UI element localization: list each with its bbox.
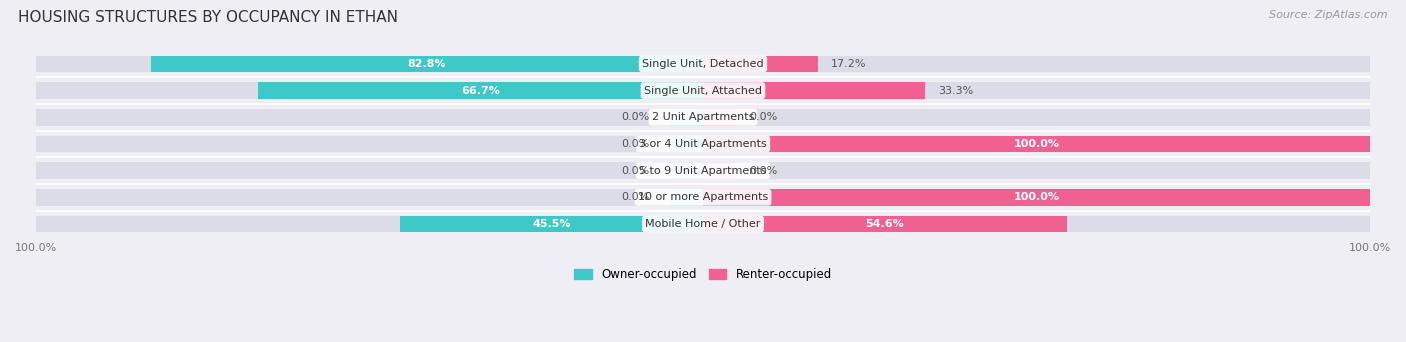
Bar (703, 56, 1369, 72)
Bar (37, 82, 703, 99)
Text: 82.8%: 82.8% (408, 59, 446, 69)
Bar (703, 216, 1369, 232)
Bar (703, 162, 1369, 179)
Bar (37, 136, 703, 152)
Legend: Owner-occupied, Renter-occupied: Owner-occupied, Renter-occupied (569, 263, 837, 286)
Bar (150, 56, 703, 72)
Bar (37, 109, 703, 126)
Text: 0.0%: 0.0% (621, 166, 650, 175)
Text: 3 or 4 Unit Apartments: 3 or 4 Unit Apartments (640, 139, 766, 149)
Text: 100.0%: 100.0% (1014, 139, 1060, 149)
Text: 0.0%: 0.0% (749, 166, 778, 175)
Bar (669, 109, 703, 126)
Bar (703, 56, 818, 72)
Bar (37, 189, 703, 206)
Text: 0.0%: 0.0% (621, 112, 650, 122)
Bar (669, 136, 703, 152)
Text: Mobile Home / Other: Mobile Home / Other (645, 219, 761, 229)
Bar (37, 162, 703, 179)
Text: Single Unit, Attached: Single Unit, Attached (644, 86, 762, 95)
Text: 66.7%: 66.7% (461, 86, 501, 95)
Text: 0.0%: 0.0% (749, 112, 778, 122)
Text: 54.6%: 54.6% (866, 219, 904, 229)
Text: 100.0%: 100.0% (1014, 192, 1060, 202)
Text: Single Unit, Detached: Single Unit, Detached (643, 59, 763, 69)
Text: HOUSING STRUCTURES BY OCCUPANCY IN ETHAN: HOUSING STRUCTURES BY OCCUPANCY IN ETHAN (18, 10, 398, 25)
Bar (259, 82, 703, 99)
Bar (37, 56, 703, 72)
Bar (703, 109, 737, 126)
Text: 0.0%: 0.0% (621, 192, 650, 202)
Bar (703, 136, 1369, 152)
Text: 45.5%: 45.5% (531, 219, 571, 229)
Text: 5 to 9 Unit Apartments: 5 to 9 Unit Apartments (640, 166, 766, 175)
Bar (703, 109, 1369, 126)
Bar (703, 216, 1067, 232)
Bar (669, 189, 703, 206)
Bar (669, 162, 703, 179)
Text: 10 or more Apartments: 10 or more Apartments (638, 192, 768, 202)
Bar (703, 136, 1369, 152)
Text: Source: ZipAtlas.com: Source: ZipAtlas.com (1270, 10, 1388, 20)
Bar (703, 82, 925, 99)
Bar (703, 189, 1369, 206)
Text: 0.0%: 0.0% (621, 139, 650, 149)
Bar (703, 189, 1369, 206)
Text: 17.2%: 17.2% (831, 59, 866, 69)
Text: 33.3%: 33.3% (938, 86, 974, 95)
Text: 2 Unit Apartments: 2 Unit Apartments (652, 112, 754, 122)
Bar (399, 216, 703, 232)
Bar (703, 162, 737, 179)
Bar (703, 82, 1369, 99)
Bar (37, 216, 703, 232)
